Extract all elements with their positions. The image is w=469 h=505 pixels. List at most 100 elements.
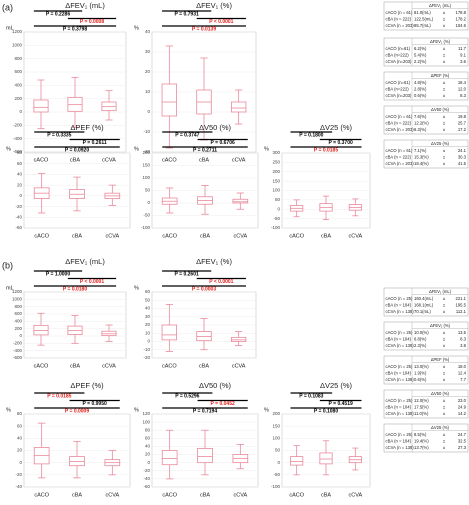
y-tick-label: -400 — [13, 136, 23, 141]
p-value: P = 0.2711 — [193, 148, 217, 154]
p-value: P = 0.7194 — [193, 409, 217, 415]
table-frame — [383, 355, 469, 385]
table-cell: ± — [443, 80, 446, 85]
y-tick-label: 150 — [272, 423, 280, 428]
table-cell: cCVA (n = 138) — [386, 377, 415, 382]
y-tick-label: 100 — [272, 188, 280, 193]
chart-title: ΔV50 (%) — [199, 381, 232, 390]
table-cell: 8.3 — [460, 93, 466, 98]
table-cell: ± — [443, 364, 446, 369]
table-cell: 6.8(%) — [414, 336, 427, 341]
y-tick-label: 600 — [14, 311, 22, 316]
table-frame — [383, 71, 469, 101]
y-tick-label: -200 — [13, 123, 23, 128]
box — [196, 331, 212, 342]
table-cell: 17.2 — [458, 127, 467, 132]
y-axis-label: % — [6, 146, 11, 152]
x-tick-label: cCVA — [349, 492, 363, 498]
table-frame — [383, 423, 469, 453]
y-axis-label: % — [264, 146, 269, 152]
table-cell: 8.5(%) — [414, 432, 427, 437]
table-cell: cCVA (n = 138) — [386, 445, 415, 450]
table-cell: 14.2 — [458, 411, 467, 416]
table-cell: 85.7(mL) — [414, 23, 431, 28]
p-value: P = 0.1080 — [314, 409, 338, 415]
box — [161, 324, 178, 341]
y-tick-label: 1000 — [12, 43, 23, 48]
y-tick-label: -40 — [15, 214, 22, 219]
x-tick-label: cCVA — [102, 363, 116, 369]
y-tick-label: 50 — [145, 297, 151, 302]
table-cell: 24.7 — [458, 432, 467, 437]
table-cell: 3.6 — [460, 59, 466, 64]
panel-label: (a) — [2, 2, 13, 12]
y-tick-label: 250 — [272, 160, 280, 165]
table-cell: 1.9(%) — [414, 370, 427, 375]
y-tick-label: 300 — [272, 150, 280, 155]
x-tick-label: cACO — [34, 157, 49, 163]
table-frame — [383, 37, 469, 67]
p-value: P = 0.5296 — [175, 394, 199, 400]
x-tick-label: cACO — [289, 233, 304, 239]
x-tick-label: cBA — [70, 157, 80, 163]
table-cell: cCVA (n=203) — [386, 93, 412, 98]
table-cell: 81.0(mL) — [414, 10, 431, 15]
y-tick-label: 40 — [145, 29, 151, 34]
y-tick-label: -40 — [143, 476, 150, 481]
y-tick-label: 10 — [145, 330, 151, 335]
y-tick-label: 60 — [17, 423, 23, 428]
table-cell: 195.5 — [456, 302, 467, 307]
y-tick-label: -50 — [143, 213, 150, 218]
y-tick-label: -20 — [143, 468, 150, 473]
box — [230, 101, 247, 113]
table-cell: 2.8(%) — [414, 86, 427, 91]
table-cell: cACO (n = 25) — [386, 398, 413, 403]
table-cell: ± — [443, 445, 446, 450]
y-tick-label: -20 — [143, 149, 150, 154]
table-cell: cBA (n = 222) — [386, 16, 412, 21]
x-tick-label: cBA — [321, 233, 331, 239]
box — [232, 198, 249, 204]
table-cell: ± — [443, 309, 446, 314]
chart-title: ΔV25 (%) — [320, 381, 353, 390]
x-tick-label: cACO — [162, 363, 177, 369]
y-tick-label: 80 — [17, 150, 23, 155]
p-value: P = 0.0452 — [211, 401, 235, 407]
x-tick-label: cBA — [72, 492, 82, 498]
x-tick-label: cBA — [199, 157, 209, 163]
table-cell: cBA (n = 104) — [386, 404, 412, 409]
x-tick-label: cCVA — [102, 157, 116, 163]
y-tick-label: -40 — [15, 484, 22, 489]
table-cell: cCVA (n = 138) — [386, 343, 415, 348]
table-title: ΔFEV₁ (mL) — [429, 289, 452, 294]
y-tick-label: -100 — [141, 225, 151, 230]
y-tick-label: 20 — [145, 69, 151, 74]
y-tick-label: 800 — [14, 304, 22, 309]
table-cell: 8.3 — [460, 336, 466, 341]
y-tick-label: 0 — [19, 333, 22, 338]
table-cell: 13.5 — [458, 330, 467, 335]
table-cell: cACO (n = 61) — [386, 114, 413, 119]
x-tick-label: cACO — [289, 492, 304, 498]
y-axis-label: % — [134, 407, 139, 413]
table-cell: 11.0(%) — [414, 411, 429, 416]
y-tick-label: 150 — [142, 163, 150, 168]
p-value: P = 0.3747 — [175, 133, 199, 139]
table-cell: 9.1 — [460, 52, 466, 57]
table-cell: 17.5(%) — [414, 404, 429, 409]
box — [290, 456, 304, 466]
table-cell: cACO (n = 61) — [386, 10, 413, 15]
table-cell: 178.8 — [456, 10, 467, 15]
box — [33, 99, 49, 113]
panel-label: (b) — [2, 260, 13, 270]
p-value: P = 0.2286 — [46, 12, 70, 18]
table-cell: 15.3(%) — [414, 154, 429, 159]
y-tick-label: 20 — [145, 452, 151, 457]
table-cell: 2.3(%) — [414, 343, 427, 348]
table-cell: 0.6(%) — [414, 93, 427, 98]
table-cell: cBA (n = 104) — [386, 336, 412, 341]
x-tick-label: cBA — [200, 233, 210, 239]
table-cell: 12.2(%) — [414, 120, 429, 125]
y-tick-label: 600 — [14, 69, 22, 74]
table-cell: cACO (n = 25) — [386, 296, 413, 301]
